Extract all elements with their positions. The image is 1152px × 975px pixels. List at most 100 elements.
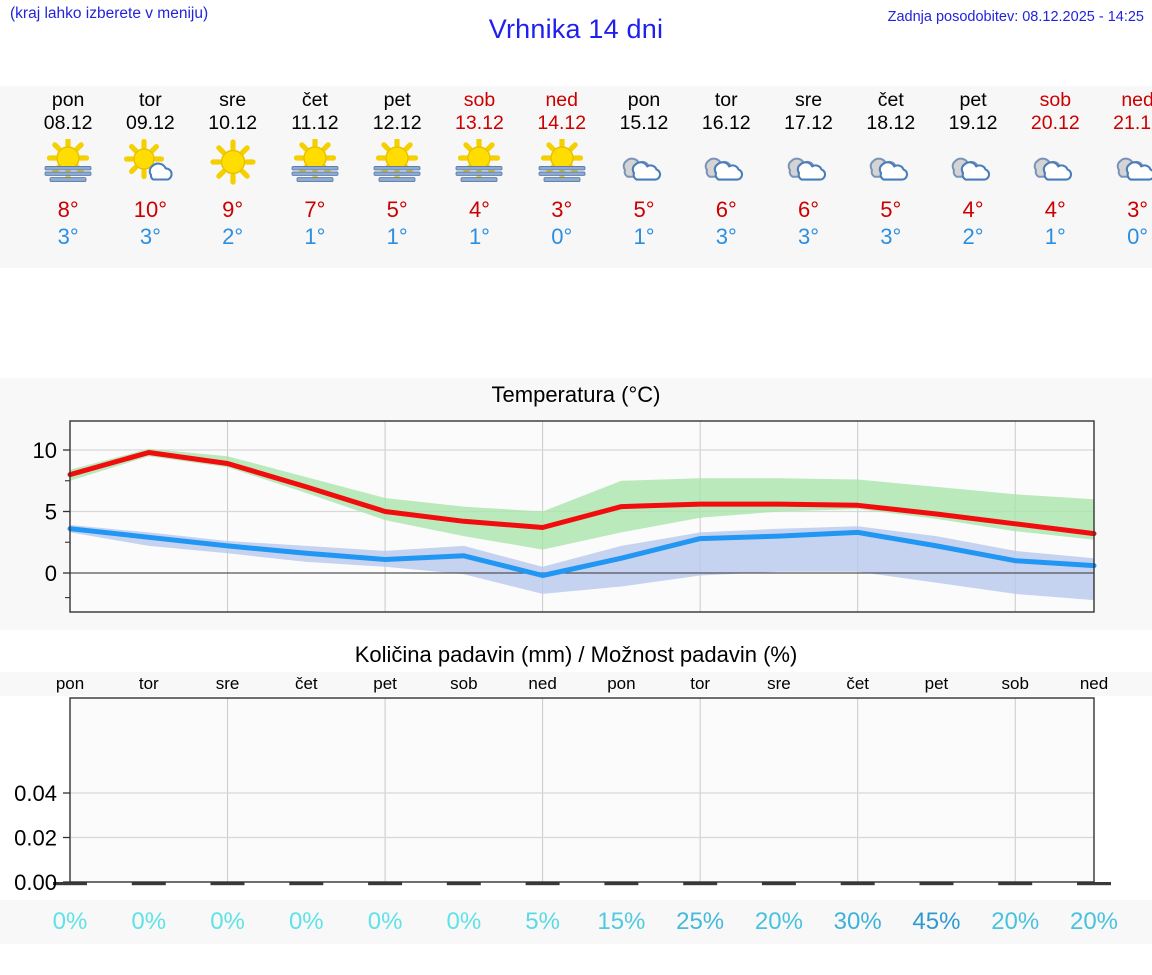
forecast-day-date: 21.12: [1113, 112, 1152, 134]
forecast-day-date: 09.12: [125, 112, 175, 134]
forecast-day-column[interactable]: pet 19.12 4° 2°: [932, 86, 1014, 268]
forecast-day-max-temp: 4°: [1044, 197, 1066, 222]
last-updated-text: Zadnja posodobitev: 08.12.2025 - 14:25: [887, 9, 1144, 25]
forecast-day-max-temp: 3°: [551, 197, 573, 222]
overcast-icon: [860, 137, 922, 187]
page-title: Vrhnika 14 dni: [488, 14, 664, 44]
forecast-day-weekday: sob: [463, 89, 496, 111]
forecast-day-column[interactable]: ned 14.12 3° 0°: [521, 86, 603, 268]
forecast-day-date: 13.12: [455, 112, 504, 134]
forecast-day-min-temp: 1°: [633, 224, 655, 249]
svg-text:0.04: 0.04: [14, 781, 57, 806]
forecast-day-column[interactable]: čet 11.12 7° 1°: [274, 86, 356, 268]
forecast-day-min-temp: 2°: [222, 224, 244, 249]
overcast-icon: [778, 137, 840, 187]
forecast-day-max-temp: 4°: [468, 197, 490, 222]
forecast-day-weekday: sre: [794, 89, 823, 111]
forecast-day-date: 10.12: [208, 112, 258, 134]
precipitation-day-label: sob: [1001, 674, 1029, 693]
precipitation-probability-label: 5%: [525, 908, 560, 935]
forecast-day-weekday: čet: [301, 89, 328, 111]
sun-cloud-icon: [119, 137, 181, 187]
forecast-day-weekday: pet: [959, 89, 987, 111]
forecast-day-min-temp: 3°: [880, 224, 902, 249]
svg-text:5: 5: [45, 500, 57, 525]
forecast-day-min-temp: 0°: [1127, 224, 1149, 249]
precipitation-chart-plot: 0.04 0.02 0.00: [14, 697, 1111, 895]
precipitation-probability-label: 20%: [754, 908, 803, 935]
forecast-day-weekday: sob: [1039, 89, 1072, 111]
precipitation-day-label: pet: [924, 674, 949, 693]
precipitation-probability-row: 0% 0% 0% 0% 0% 0% 5% 15% 25% 20% 30% 45% 20% 20%: [0, 900, 1152, 944]
overcast-icon: [1024, 137, 1086, 187]
forecast-day-column[interactable]: pon 08.12 8° 3°: [27, 86, 109, 268]
temperature-chart-title: Temperatura (°C): [491, 382, 661, 407]
sun-fog-icon: [366, 137, 428, 187]
page-header: (kraj lahko izberete v meniju) Vrhnika 1…: [0, 0, 1152, 62]
forecast-day-max-temp: 5°: [633, 197, 655, 222]
forecast-day-column[interactable]: sre 17.12 6° 3°: [767, 86, 849, 268]
precipitation-probability-label: 0%: [131, 908, 167, 935]
svg-text:10: 10: [33, 438, 57, 463]
forecast-day-weekday: tor: [714, 89, 738, 111]
temperature-chart-plot: 10 5 0: [33, 420, 1097, 613]
svg-text:0.02: 0.02: [14, 826, 57, 851]
forecast-strip-spacer: [0, 86, 27, 268]
forecast-day-min-temp: 1°: [468, 224, 490, 249]
forecast-day-column[interactable]: sre 10.12 9° 2°: [192, 86, 274, 268]
precipitation-probability-label: 20%: [991, 908, 1040, 935]
precipitation-probability-label: 20%: [1069, 908, 1119, 935]
overcast-icon: [942, 137, 1004, 187]
forecast-day-strip: pon 08.12 8° 3° tor 09.12 10° 3° sre 10.12 9° 2°…: [0, 86, 1152, 268]
precipitation-day-label: pon: [55, 674, 85, 693]
forecast-day-max-temp: 5°: [386, 197, 408, 222]
forecast-day-max-temp: 3°: [1127, 197, 1149, 222]
forecast-day-min-temp: 1°: [386, 224, 408, 249]
forecast-day-weekday: ned: [545, 89, 578, 111]
forecast-day-max-temp: 6°: [715, 197, 737, 222]
forecast-day-min-temp: 3°: [57, 224, 79, 249]
precipitation-day-label: sre: [767, 674, 791, 693]
forecast-day-weekday: pon: [627, 89, 661, 111]
forecast-day-min-temp: 3°: [715, 224, 737, 249]
sun-icon: [202, 137, 264, 187]
forecast-day-weekday: pon: [51, 89, 85, 111]
forecast-day-column[interactable]: tor 09.12 10° 3°: [109, 86, 191, 268]
forecast-day-date: 15.12: [619, 112, 669, 134]
forecast-day-min-temp: 3°: [798, 224, 820, 249]
forecast-day-column[interactable]: tor 16.12 6° 3°: [685, 86, 767, 268]
forecast-day-column[interactable]: pon 15.12 5° 1°: [603, 86, 685, 268]
precipitation-day-label: ned: [528, 674, 557, 693]
precipitation-probability-label: 30%: [833, 908, 882, 935]
overcast-icon: [1107, 137, 1152, 187]
precipitation-probability-label: 0%: [210, 908, 245, 935]
forecast-day-date: 17.12: [784, 112, 833, 134]
forecast-day-column[interactable]: pet 12.12 5° 1°: [356, 86, 438, 268]
svg-text:0.00: 0.00: [14, 870, 57, 895]
forecast-day-date: 18.12: [866, 112, 916, 134]
forecast-day-date: 08.12: [43, 112, 93, 134]
precipitation-day-label: tor: [690, 674, 711, 693]
forecast-day-min-temp: 2°: [962, 224, 984, 249]
forecast-day-weekday: tor: [139, 89, 162, 111]
forecast-day-column[interactable]: sob 13.12 4° 1°: [438, 86, 520, 268]
precipitation-day-label: pet: [373, 674, 397, 693]
sun-fog-icon: [284, 137, 346, 187]
precipitation-day-label: ned: [1079, 674, 1109, 693]
precipitation-chart-title: Količina padavin (mm) / Možnost padavin …: [354, 642, 798, 667]
sun-fog-icon: [37, 137, 99, 187]
precipitation-day-label: tor: [138, 674, 159, 693]
forecast-day-max-temp: 6°: [798, 197, 820, 222]
forecast-day-weekday: čet: [877, 89, 904, 111]
forecast-day-min-temp: 3°: [139, 224, 161, 249]
precipitation-day-label: čet: [846, 674, 870, 693]
forecast-day-max-temp: 4°: [962, 197, 984, 222]
precipitation-day-label: sre: [215, 674, 240, 693]
forecast-day-column[interactable]: sob 20.12 4° 1°: [1014, 86, 1096, 268]
forecast-day-max-temp: 7°: [304, 197, 326, 222]
forecast-day-max-temp: 10°: [133, 197, 168, 222]
forecast-day-column[interactable]: čet 18.12 5° 3°: [850, 86, 932, 268]
